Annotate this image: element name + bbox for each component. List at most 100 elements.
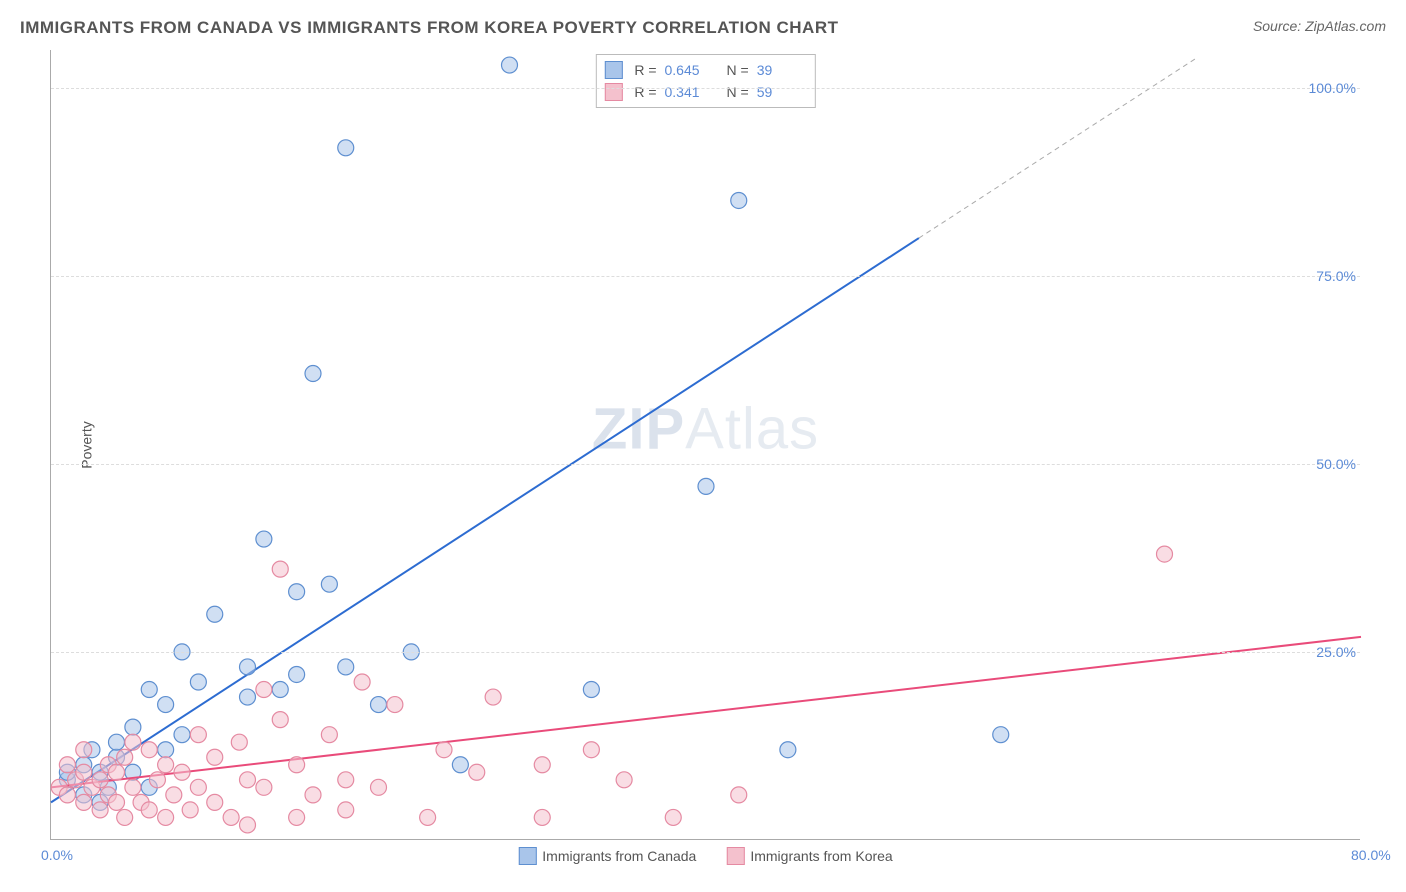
data-point: [583, 682, 599, 698]
n-value: 39: [757, 62, 807, 78]
data-point: [207, 794, 223, 810]
data-point: [534, 809, 550, 825]
data-point: [149, 772, 165, 788]
legend-series-label: Immigrants from Canada: [542, 848, 696, 864]
data-point: [240, 772, 256, 788]
legend-swatch: [726, 847, 744, 865]
data-point: [117, 809, 133, 825]
legend-series-item: Immigrants from Korea: [726, 847, 892, 865]
legend-stat-row: R =0.645N =39: [604, 59, 806, 81]
data-point: [141, 802, 157, 818]
data-point: [387, 697, 403, 713]
chart-title: IMMIGRANTS FROM CANADA VS IMMIGRANTS FRO…: [20, 18, 838, 38]
data-point: [125, 719, 141, 735]
data-point: [256, 531, 272, 547]
legend-stat-row: R = 0.341 N = 59: [604, 81, 806, 103]
chart-area: Poverty ZIPAtlas R =0.645N =39R =0.341N …: [50, 50, 1360, 840]
data-point: [616, 772, 632, 788]
data-point: [182, 802, 198, 818]
y-tick-label: 50.0%: [1316, 456, 1356, 472]
data-point: [117, 749, 133, 765]
data-point: [338, 772, 354, 788]
data-point: [207, 749, 223, 765]
legend-swatch: [604, 61, 622, 79]
data-point: [436, 742, 452, 758]
data-point: [190, 674, 206, 690]
r-label: R =: [634, 84, 656, 100]
data-point: [321, 727, 337, 743]
r-value: 0.341: [665, 84, 715, 100]
data-point: [469, 764, 485, 780]
data-point: [190, 727, 206, 743]
data-point: [993, 727, 1009, 743]
scatter-plot-svg: [51, 50, 1360, 839]
data-point: [174, 727, 190, 743]
data-point: [125, 779, 141, 795]
data-point: [158, 809, 174, 825]
source-attribution: Source: ZipAtlas.com: [1253, 18, 1386, 34]
data-point: [583, 742, 599, 758]
data-point: [207, 606, 223, 622]
data-point: [289, 666, 305, 682]
data-point: [231, 734, 247, 750]
data-point: [240, 659, 256, 675]
data-point: [338, 140, 354, 156]
data-point: [256, 682, 272, 698]
data-point: [354, 674, 370, 690]
data-point: [305, 366, 321, 382]
data-point: [92, 772, 108, 788]
data-point: [1157, 546, 1173, 562]
data-point: [109, 734, 125, 750]
gridline: [51, 464, 1360, 465]
data-point: [289, 809, 305, 825]
legend-stats: R =0.645N =39R =0.341N =59: [595, 54, 815, 108]
gridline: [51, 88, 1360, 89]
data-point: [731, 192, 747, 208]
x-tick-label: 0.0%: [41, 847, 73, 863]
data-point: [272, 712, 288, 728]
data-point: [272, 561, 288, 577]
regression-line: [51, 238, 919, 802]
legend-series: Immigrants from Canada Immigrants from Ko…: [518, 847, 892, 865]
data-point: [158, 697, 174, 713]
data-point: [502, 57, 518, 73]
data-point: [223, 809, 239, 825]
legend-series-label: Immigrants from Korea: [750, 848, 892, 864]
data-point: [452, 757, 468, 773]
y-tick-label: 75.0%: [1316, 268, 1356, 284]
x-tick-label: 80.0%: [1351, 847, 1391, 863]
data-point: [321, 576, 337, 592]
data-point: [59, 787, 75, 803]
data-point: [240, 817, 256, 833]
regression-line-extrapolated: [919, 58, 1197, 239]
n-value: 59: [757, 84, 807, 100]
data-point: [158, 757, 174, 773]
data-point: [371, 779, 387, 795]
legend-swatch: [604, 83, 622, 101]
data-point: [125, 734, 141, 750]
data-point: [59, 757, 75, 773]
data-point: [141, 742, 157, 758]
r-label: R =: [634, 62, 656, 78]
y-tick-label: 25.0%: [1316, 644, 1356, 660]
data-point: [534, 757, 550, 773]
data-point: [109, 764, 125, 780]
data-point: [338, 802, 354, 818]
data-point: [289, 584, 305, 600]
data-point: [665, 809, 681, 825]
data-point: [174, 764, 190, 780]
data-point: [76, 794, 92, 810]
n-label: N =: [727, 84, 749, 100]
data-point: [780, 742, 796, 758]
data-point: [256, 779, 272, 795]
data-point: [289, 757, 305, 773]
data-point: [305, 787, 321, 803]
gridline: [51, 652, 1360, 653]
legend-series-item: Immigrants from Canada: [518, 847, 696, 865]
data-point: [92, 802, 108, 818]
data-point: [371, 697, 387, 713]
gridline: [51, 276, 1360, 277]
data-point: [485, 689, 501, 705]
data-point: [731, 787, 747, 803]
y-tick-label: 100.0%: [1309, 80, 1356, 96]
